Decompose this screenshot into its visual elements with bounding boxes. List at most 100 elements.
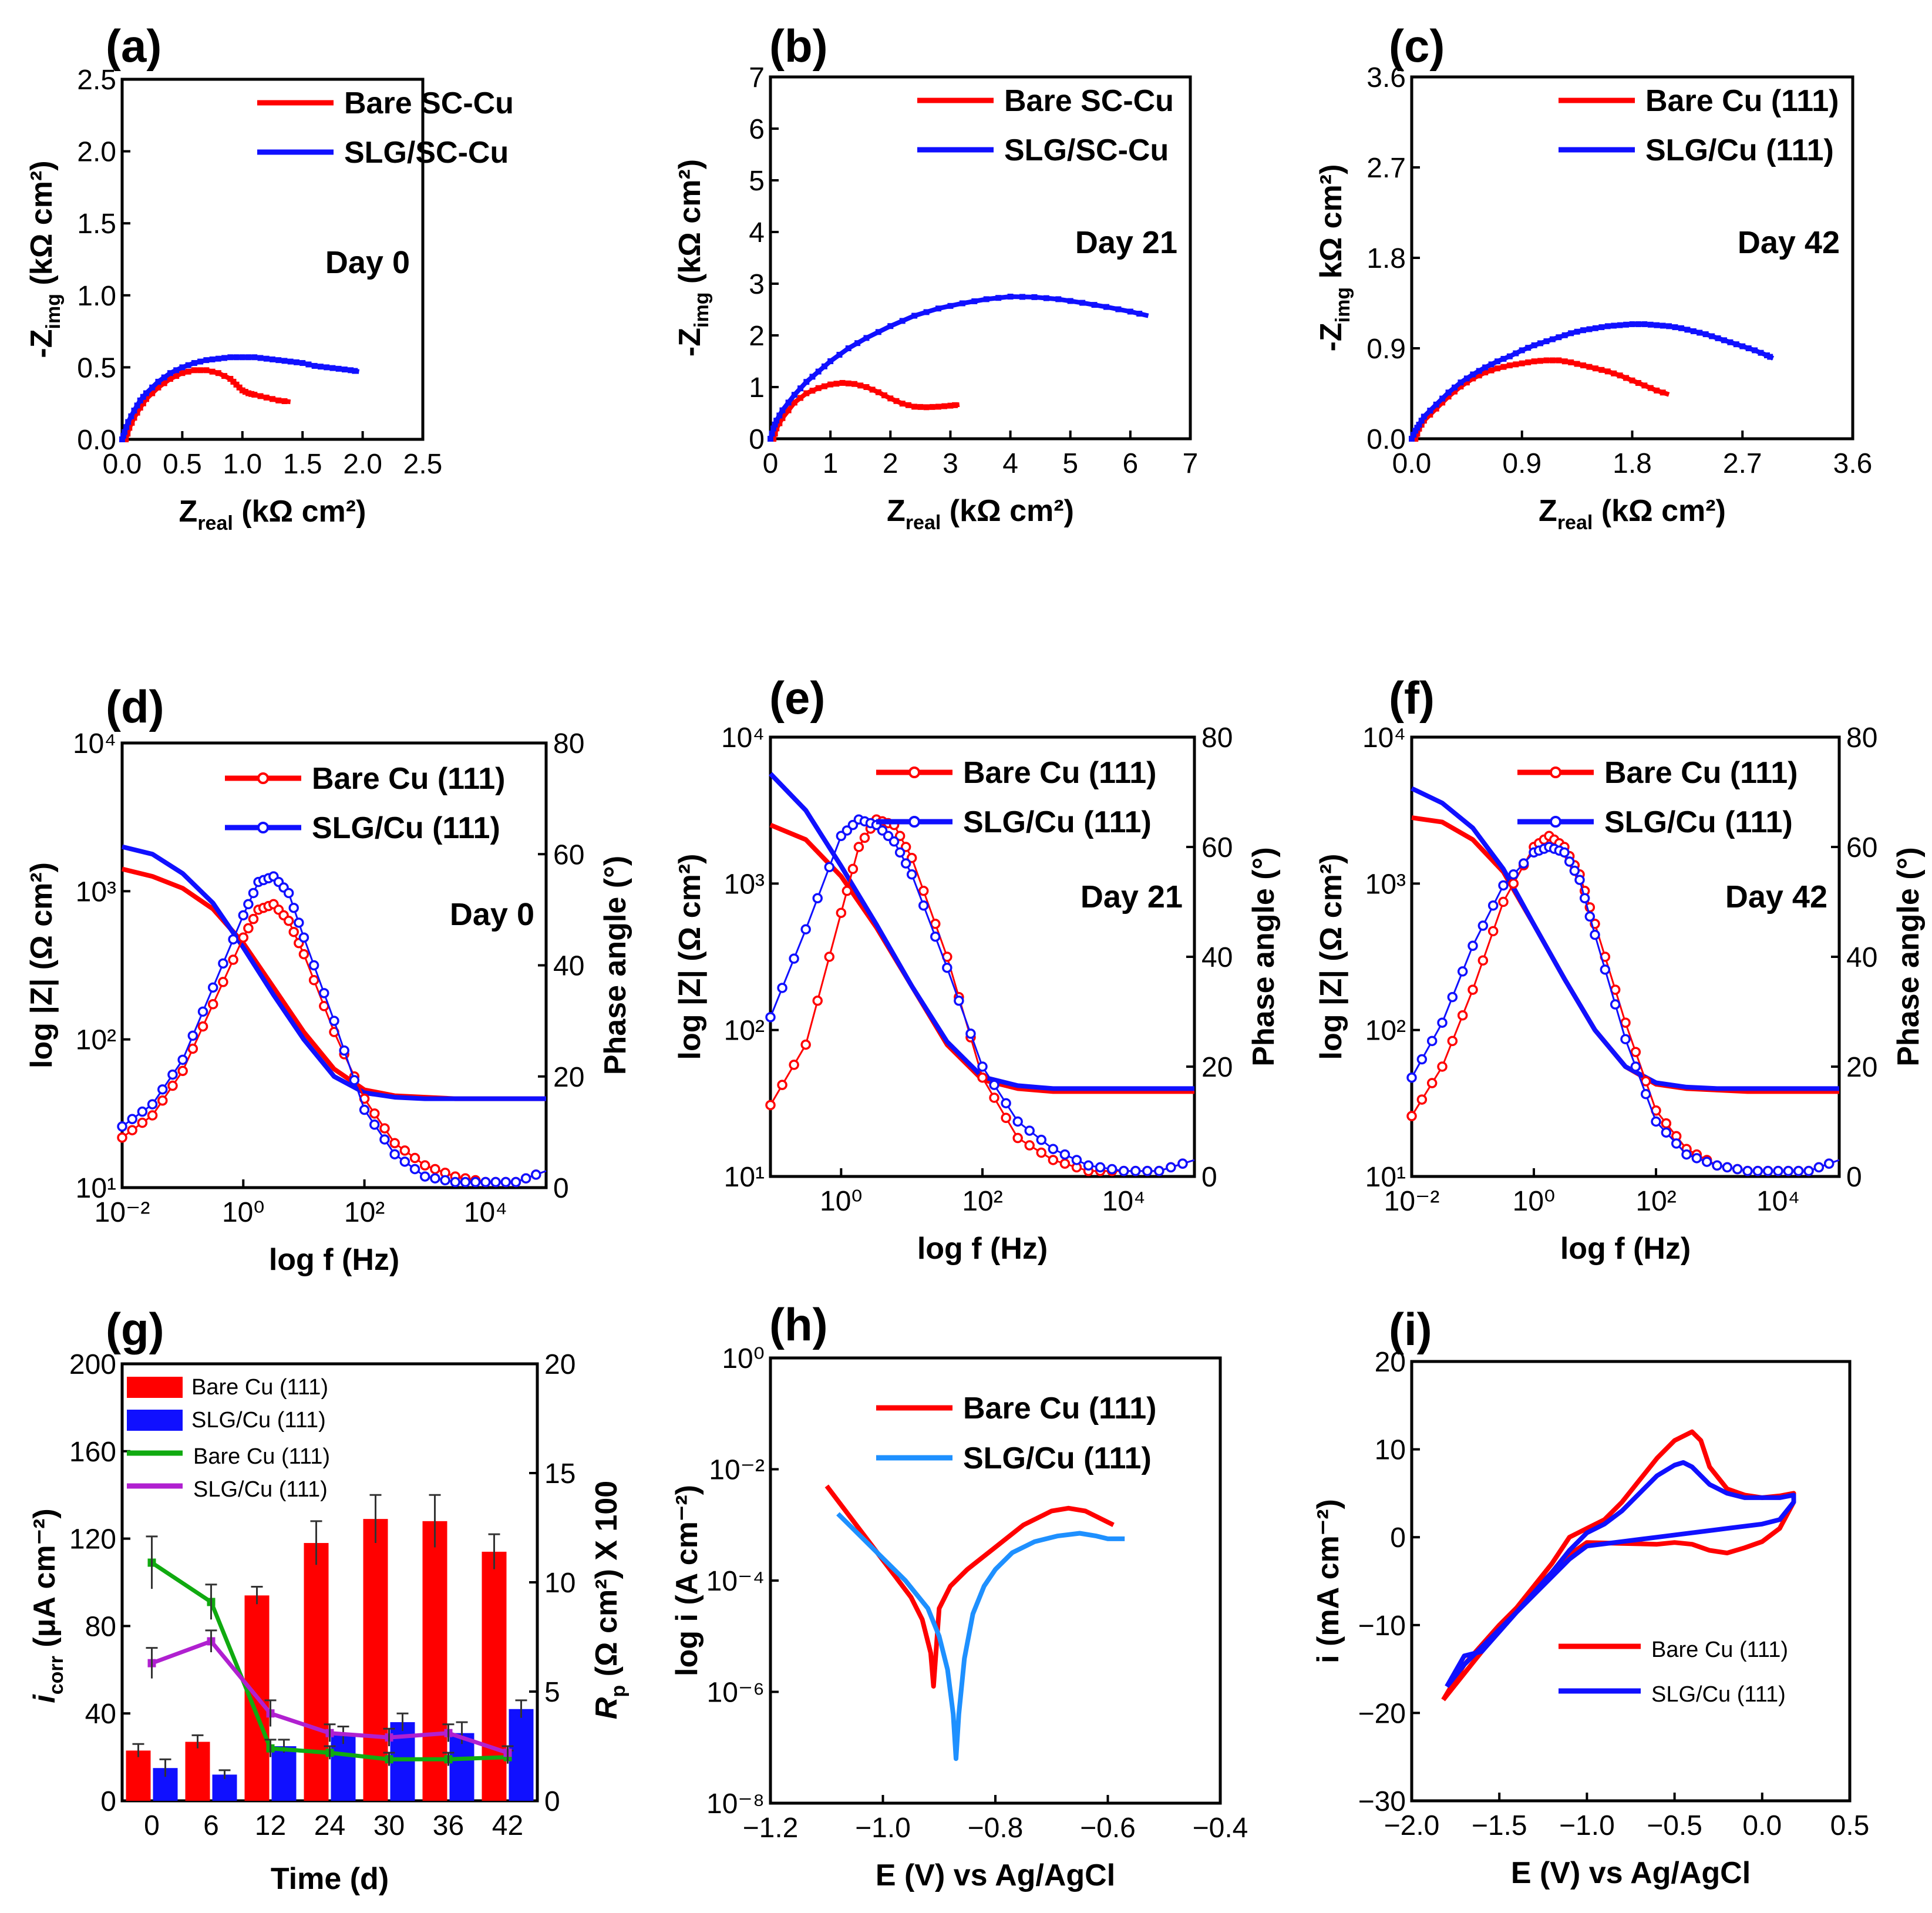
data-point bbox=[242, 389, 248, 395]
y-tick-label: 20 bbox=[1375, 1347, 1406, 1378]
day-annotation: Day 0 bbox=[450, 897, 534, 932]
data-point bbox=[137, 1117, 148, 1128]
panel-d: (d) 10⁻² 10⁰ 10² 10⁴ 10¹ 10² 10³ 10⁴ 0 20 40 60 80 Bar… bbox=[25, 681, 632, 1277]
magnitude-line-1 bbox=[122, 844, 546, 1101]
data-point bbox=[1647, 385, 1654, 391]
data-point bbox=[935, 404, 941, 410]
panel-label: (f) bbox=[1389, 672, 1435, 724]
data-point bbox=[1598, 367, 1605, 373]
data-point bbox=[1661, 1118, 1672, 1129]
y-tick-label: 10¹ bbox=[1365, 1162, 1406, 1193]
data-point bbox=[215, 355, 221, 362]
legend-bar-label: Bare Cu (111) bbox=[191, 1375, 328, 1400]
y-tick-label: −10 bbox=[1358, 1611, 1406, 1642]
data-point bbox=[389, 1138, 400, 1149]
x-axis-label: log f (Hz) bbox=[269, 1243, 399, 1277]
legend-1-label: SLG/Cu (111) bbox=[1604, 805, 1793, 839]
series-markers-0 bbox=[1412, 357, 1666, 442]
data-point bbox=[1130, 1165, 1141, 1176]
y-tick-label: 10³ bbox=[724, 869, 765, 900]
data-point bbox=[117, 1121, 127, 1132]
phase-markers-1 bbox=[1406, 842, 1835, 1176]
y-tick-label: 10¹ bbox=[724, 1162, 765, 1193]
data-point bbox=[131, 407, 137, 413]
legend-0-label: Bare Cu (111) bbox=[1651, 1638, 1788, 1662]
data-point bbox=[1752, 347, 1758, 354]
y-tick-label: 7 bbox=[749, 62, 765, 93]
data-point bbox=[123, 424, 130, 431]
data-point bbox=[228, 934, 238, 945]
data-point bbox=[239, 354, 245, 361]
data-point bbox=[877, 825, 888, 836]
panel-label: (h) bbox=[769, 1299, 828, 1350]
data-point bbox=[977, 1061, 988, 1072]
data-point bbox=[1506, 362, 1513, 369]
y2-axis-label: Phase angle (°) bbox=[1247, 847, 1281, 1066]
series-line-0 bbox=[771, 381, 960, 440]
data-point bbox=[409, 1164, 420, 1175]
data-point bbox=[772, 421, 778, 428]
data-point bbox=[185, 368, 191, 375]
data-point bbox=[803, 390, 810, 396]
data-point bbox=[827, 381, 834, 388]
data-point bbox=[1488, 367, 1495, 374]
y2-tick-label: 60 bbox=[1846, 832, 1877, 863]
data-point bbox=[1476, 368, 1482, 374]
data-point bbox=[123, 436, 129, 442]
y-tick-label: 4 bbox=[749, 217, 765, 248]
data-point bbox=[1672, 324, 1678, 331]
data-point bbox=[827, 358, 834, 364]
data-point bbox=[173, 367, 180, 374]
data-point bbox=[1036, 1134, 1047, 1145]
panel-b: (b) 0 1 2 3 4 5 6 7 0 1 2 3 4 5 6 7 Bare SC-Cu SLG/SC-Cu Da… bbox=[673, 20, 1198, 534]
data-point bbox=[1437, 1017, 1448, 1028]
data-point bbox=[1611, 370, 1617, 376]
data-point bbox=[1763, 352, 1770, 358]
legend-0-label: Bare SC-Cu bbox=[1004, 84, 1174, 118]
data-point bbox=[230, 378, 237, 385]
data-point bbox=[772, 431, 778, 437]
panel-i: (i) −2.0 −1.5 −1.0 −0.5 0.0 0.5 −30 −20 −10 0 10 20 B… bbox=[1311, 1303, 1869, 1890]
data-point bbox=[161, 380, 167, 386]
legend-bar-swatch bbox=[127, 1377, 183, 1398]
data-point bbox=[1561, 358, 1568, 365]
data-point bbox=[1767, 354, 1773, 360]
data-point bbox=[789, 953, 799, 964]
phase-markers-1 bbox=[765, 814, 1188, 1176]
y-tick-label: 1.8 bbox=[1366, 243, 1406, 274]
panel-label: (g) bbox=[106, 1303, 164, 1355]
data-point bbox=[812, 996, 823, 1006]
data-point bbox=[239, 387, 245, 394]
data-point bbox=[791, 399, 797, 406]
data-point bbox=[1447, 991, 1458, 1003]
x-tick-label: −1.2 bbox=[743, 1813, 799, 1844]
plot-frame-i bbox=[1410, 1360, 1852, 1803]
data-point bbox=[1531, 358, 1537, 365]
data-point bbox=[177, 1065, 188, 1077]
y-tick-label: 0.0 bbox=[77, 425, 116, 456]
y2-tick-label: 10 bbox=[544, 1568, 575, 1599]
legend-0-label: Bare Cu (111) bbox=[1645, 84, 1839, 118]
day-annotation: Day 0 bbox=[325, 245, 410, 280]
data-point bbox=[134, 409, 140, 416]
data-point bbox=[1007, 294, 1014, 300]
y2-tick-label: 20 bbox=[553, 1062, 584, 1093]
data-point bbox=[1733, 341, 1739, 348]
data-point bbox=[263, 355, 270, 362]
data-point bbox=[1660, 322, 1666, 329]
y-tick-label: 10 bbox=[1375, 1435, 1406, 1466]
data-point bbox=[1416, 1094, 1428, 1105]
data-point bbox=[379, 1123, 390, 1134]
data-point bbox=[161, 374, 167, 381]
data-point bbox=[800, 924, 811, 934]
data-point bbox=[1439, 399, 1446, 406]
legend-0-marker bbox=[908, 766, 920, 778]
data-point bbox=[1477, 955, 1489, 966]
data-point bbox=[947, 402, 954, 409]
data-point bbox=[1001, 1098, 1011, 1109]
y2-tick-label: 0 bbox=[1846, 1162, 1862, 1193]
data-point bbox=[1457, 966, 1468, 977]
data-point bbox=[399, 1145, 410, 1156]
y-axis-label: log |Z| (Ω cm²) bbox=[1314, 854, 1348, 1060]
